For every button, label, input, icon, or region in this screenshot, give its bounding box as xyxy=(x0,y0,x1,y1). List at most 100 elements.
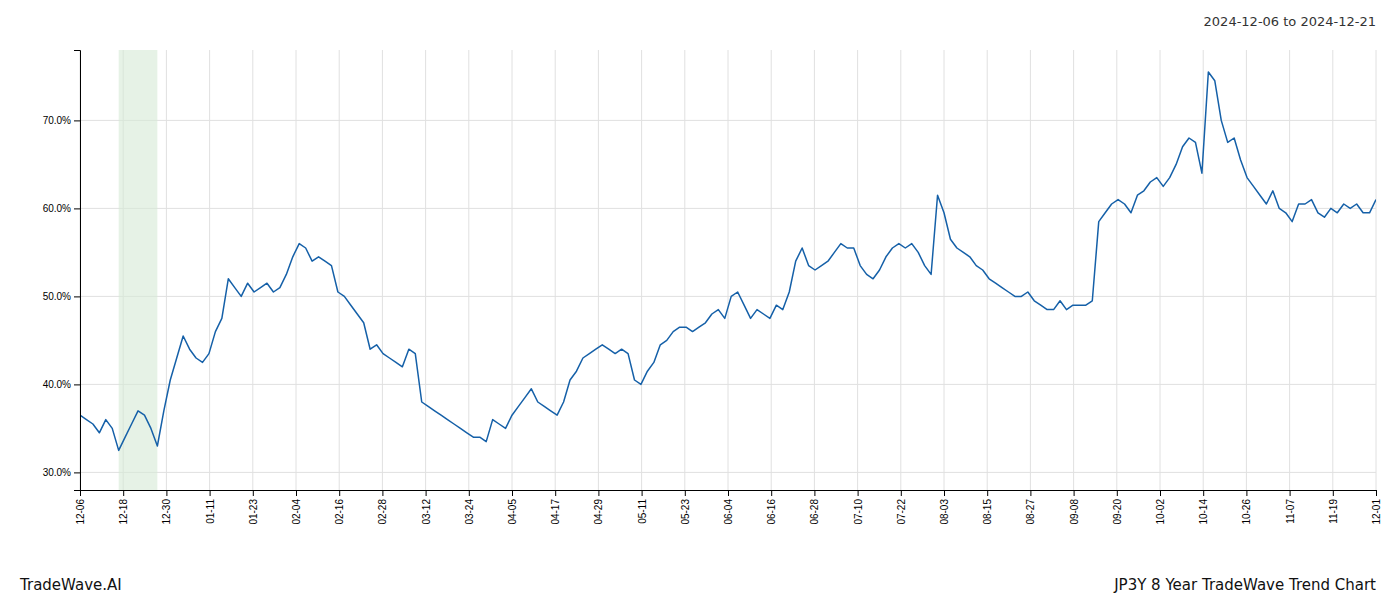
x-tick: 07-10 xyxy=(853,490,864,525)
x-tick: 10-14 xyxy=(1198,490,1209,525)
x-tick: 11-07 xyxy=(1285,490,1296,524)
x-tick-mark xyxy=(642,490,643,496)
x-tick-label: 04-05 xyxy=(507,499,518,525)
x-tick: 12-30 xyxy=(161,490,172,525)
x-tick-mark xyxy=(426,490,427,496)
x-tick-mark xyxy=(728,490,729,496)
grid-line-x xyxy=(425,50,426,490)
x-tick: 02-28 xyxy=(377,490,388,525)
grid-line-x xyxy=(900,50,901,490)
x-tick-label: 01-11 xyxy=(205,499,216,524)
x-tick-mark xyxy=(166,490,167,496)
x-tick-label: 08-15 xyxy=(982,499,993,525)
y-tick-mark xyxy=(74,296,80,297)
y-tick-label: 70.0% xyxy=(43,115,71,126)
grid-line-x xyxy=(684,50,685,490)
x-tick-label: 03-12 xyxy=(421,499,432,525)
x-tick-label: 07-10 xyxy=(853,499,864,525)
grid-line-x xyxy=(641,50,642,490)
grid-line-x xyxy=(339,50,340,490)
x-tick-label: 06-28 xyxy=(809,499,820,525)
x-tick-mark xyxy=(987,490,988,496)
x-tick-label: 12-06 xyxy=(75,499,86,525)
x-tick-label: 01-23 xyxy=(248,499,259,525)
x-tick-label: 10-26 xyxy=(1241,499,1252,525)
x-tick-mark xyxy=(555,490,556,496)
x-tick: 02-16 xyxy=(334,490,345,525)
x-tick: 12-18 xyxy=(118,490,129,525)
grid-line-x xyxy=(1289,50,1290,490)
grid-line-x xyxy=(296,50,297,490)
title: 2024-12-06 to 2024-12-21 xyxy=(1204,14,1376,29)
x-tick-mark xyxy=(339,490,340,496)
grid-line-x xyxy=(1030,50,1031,490)
y-tick: 30.0% xyxy=(43,467,80,478)
x-tick: 09-08 xyxy=(1069,490,1080,525)
grid-line-x xyxy=(512,50,513,490)
y-tick: 50.0% xyxy=(43,291,80,302)
x-tick-label: 04-29 xyxy=(593,499,604,525)
x-tick: 02-04 xyxy=(291,490,302,525)
x-tick: 04-05 xyxy=(507,490,518,525)
x-tick: 05-23 xyxy=(680,490,691,525)
x-tick-mark xyxy=(771,490,772,496)
x-tick: 06-16 xyxy=(766,490,777,525)
x-tick-label: 11-07 xyxy=(1285,499,1296,524)
grid-line-x xyxy=(1332,50,1333,490)
x-tick: 07-22 xyxy=(896,490,907,525)
grid-line-x xyxy=(555,50,556,490)
x-tick-label: 10-02 xyxy=(1155,499,1166,525)
x-tick: 06-28 xyxy=(809,490,820,525)
x-tick-mark xyxy=(382,490,383,496)
x-tick-mark xyxy=(901,490,902,496)
x-tick: 08-15 xyxy=(982,490,993,525)
grid-line-x xyxy=(252,50,253,490)
grid-line-x xyxy=(987,50,988,490)
x-tick-label: 05-11 xyxy=(637,499,648,524)
x-tick-mark xyxy=(1117,490,1118,496)
x-tick: 04-29 xyxy=(593,490,604,525)
x-tick: 03-24 xyxy=(464,490,475,525)
x-tick-mark xyxy=(296,490,297,496)
x-tick: 08-27 xyxy=(1025,490,1036,525)
y-tick-label: 30.0% xyxy=(43,467,71,478)
x-tick: 01-11 xyxy=(205,490,216,524)
grid-line-x xyxy=(382,50,383,490)
x-tick-label: 02-04 xyxy=(291,499,302,525)
x-tick-label: 09-08 xyxy=(1069,499,1080,525)
x-tick-label: 12-30 xyxy=(161,499,172,525)
y-tick-mark xyxy=(74,120,80,121)
x-tick-mark xyxy=(598,490,599,496)
x-tick-label: 07-22 xyxy=(896,499,907,525)
x-tick: 08-03 xyxy=(939,490,950,525)
y-tick-mark xyxy=(74,384,80,385)
x-tick: 05-11 xyxy=(637,490,648,524)
x-tick: 11-19 xyxy=(1328,490,1339,524)
y-tick: 60.0% xyxy=(43,203,80,214)
x-tick-label: 06-16 xyxy=(766,499,777,525)
x-axis-line xyxy=(81,491,1377,497)
y-tick: 70.0% xyxy=(43,115,80,126)
y-tick-label: 40.0% xyxy=(43,379,71,390)
x-tick-mark xyxy=(1290,490,1291,496)
x-tick-mark xyxy=(512,490,513,496)
y-tick-mark xyxy=(74,472,80,473)
x-tick-label: 12-01 xyxy=(1371,499,1382,525)
grid-line-x xyxy=(1203,50,1204,490)
x-tick-label: 12-18 xyxy=(118,499,129,525)
x-tick: 10-26 xyxy=(1241,490,1252,525)
grid-line-x xyxy=(857,50,858,490)
x-tick-mark xyxy=(1246,490,1247,496)
x-tick-mark xyxy=(1030,490,1031,496)
x-tick-mark xyxy=(814,490,815,496)
x-tick-label: 02-16 xyxy=(334,499,345,525)
line xyxy=(80,72,1376,450)
grid-line-x xyxy=(728,50,729,490)
x-tick-label: 08-27 xyxy=(1025,499,1036,525)
x-tick: 01-23 xyxy=(248,490,259,525)
x-tick-mark xyxy=(685,490,686,496)
grid-line-x xyxy=(1376,50,1377,490)
x-tick: 04-17 xyxy=(550,490,561,525)
y-tick-label: 60.0% xyxy=(43,203,71,214)
grid-line-x xyxy=(209,50,210,490)
